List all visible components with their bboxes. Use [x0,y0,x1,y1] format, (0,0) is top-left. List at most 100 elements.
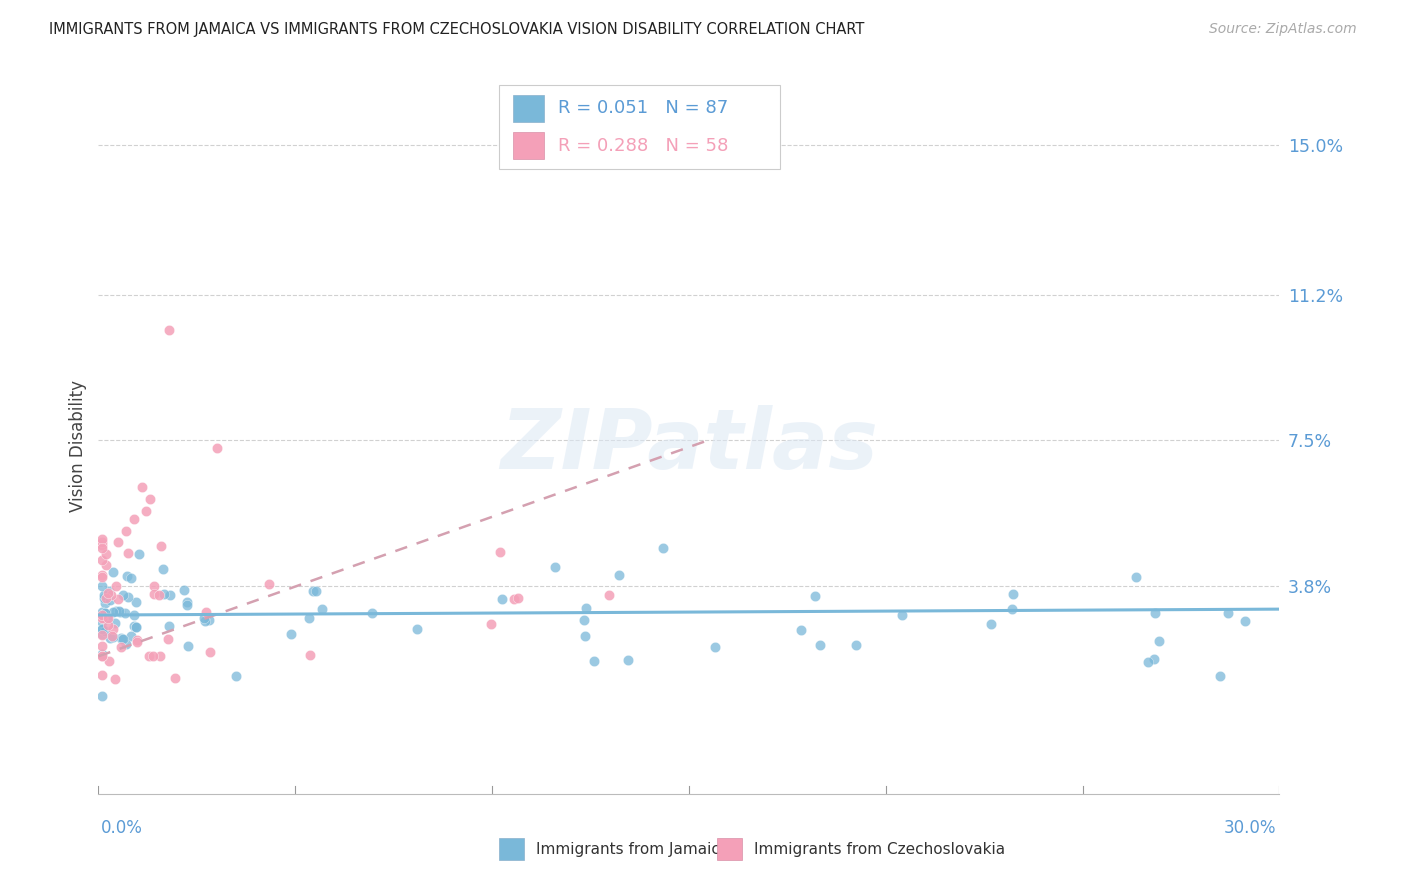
Point [91,611,114,625]
Point [575,601,598,615]
Point [176,598,198,612]
Point [105,579,128,593]
Point [789,623,811,637]
Point [98,584,121,599]
Point [491,592,513,607]
Text: R = 0.051   N = 87: R = 0.051 N = 87 [558,100,728,118]
Point [94,606,117,620]
Point [94,547,117,561]
Point [205,441,228,455]
Point [93,591,115,605]
Point [91,622,114,636]
Point [1233,615,1256,629]
Point [91,579,114,593]
Point [193,611,215,625]
Point [135,504,157,518]
Point [91,647,114,661]
Point [100,588,122,602]
Point [115,524,138,538]
Point [617,653,640,667]
Point [150,539,173,553]
Point [479,617,502,632]
Point [107,535,129,549]
Point [105,603,128,617]
Point [98,592,121,607]
Point [104,672,127,686]
Point [157,619,180,633]
Text: 0.0%: 0.0% [101,819,143,837]
Point [311,601,333,615]
Point [198,645,221,659]
Point [257,577,280,591]
Point [163,671,186,685]
Point [177,639,200,653]
Text: ZIPatlas: ZIPatlas [501,406,877,486]
Point [110,640,132,655]
Point [122,619,145,633]
Point [142,648,165,663]
Point [225,668,247,682]
Point [91,648,114,663]
Point [98,654,121,668]
Point [1216,606,1239,620]
Point [97,617,120,632]
Point [128,547,150,561]
Point [91,533,114,547]
Point [143,586,166,600]
Point [91,689,114,703]
Point [891,607,914,622]
Point [91,611,114,625]
Point [506,591,529,606]
Point [120,628,142,642]
Point [104,615,127,630]
Point [107,604,129,618]
Point [607,567,630,582]
Y-axis label: Vision Disability: Vision Disability [69,380,87,512]
Text: Immigrants from Jamaica: Immigrants from Jamaica [536,842,728,856]
Point [94,558,117,572]
Point [152,562,174,576]
Point [111,632,134,647]
Point [91,668,114,682]
Point [101,630,124,644]
Point [127,632,149,647]
Point [91,640,114,654]
Text: IMMIGRANTS FROM JAMAICA VS IMMIGRANTS FROM CZECHOSLOVAKIA VISION DISABILITY CORR: IMMIGRANTS FROM JAMAICA VS IMMIGRANTS FR… [49,22,865,37]
Point [91,607,114,622]
Text: Source: ZipAtlas.com: Source: ZipAtlas.com [1209,22,1357,37]
Point [1125,570,1147,584]
Point [1142,652,1164,666]
Point [96,609,118,624]
Point [361,607,384,621]
Point [583,654,606,668]
Point [96,586,118,600]
Point [149,649,172,664]
Point [159,588,181,602]
Point [115,569,138,583]
Point [103,623,125,637]
Point [574,613,596,627]
Point [544,560,567,574]
Point [93,589,115,603]
Point [176,595,198,609]
Point [115,637,138,651]
Point [298,610,321,624]
Point [91,541,114,556]
Point [598,588,620,602]
Point [1147,633,1170,648]
Point [91,627,114,641]
Point [91,568,114,582]
Point [117,546,139,560]
Point [651,541,673,556]
Point [804,589,827,603]
Point [110,605,132,619]
Point [125,595,148,609]
Point [111,632,134,646]
Point [845,639,868,653]
Point [298,648,321,662]
Point [91,553,114,567]
Point [1001,602,1024,616]
Point [110,631,132,645]
Point [91,535,114,549]
Text: R = 0.288   N = 58: R = 0.288 N = 58 [558,136,728,154]
